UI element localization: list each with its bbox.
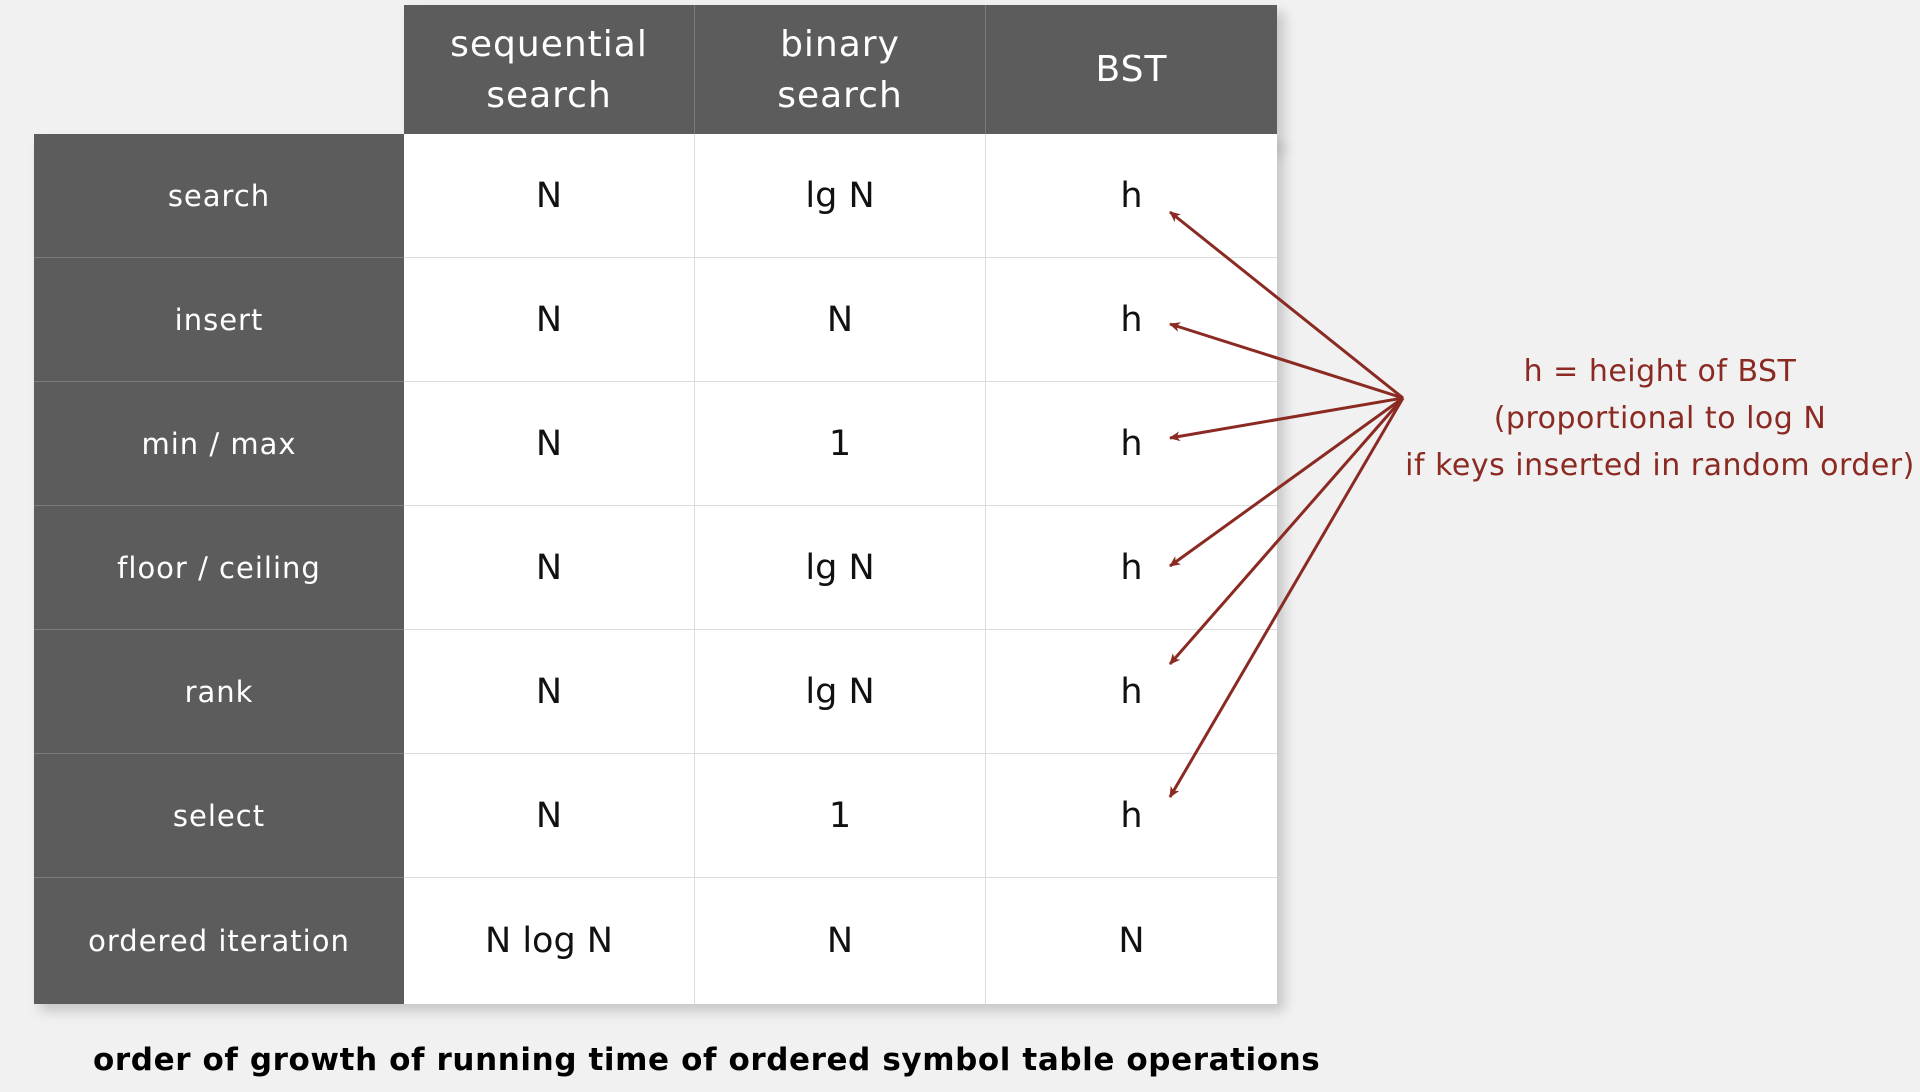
- table-cell: N: [695, 878, 986, 1004]
- table-cell: lg N: [695, 506, 986, 630]
- row-header-select: select: [34, 754, 404, 878]
- row-header-ordered-iteration: ordered iteration: [34, 878, 404, 1004]
- table-cell: N: [404, 506, 695, 630]
- table-cell: lg N: [695, 134, 986, 258]
- annotation-line3: if keys inserted in random order): [1405, 448, 1915, 483]
- row-header-insert: insert: [34, 258, 404, 382]
- arrow-to-floor-ceiling: [1169, 396, 1404, 568]
- row-header-search: search: [34, 134, 404, 258]
- column-header-binary-search: binary search: [695, 5, 986, 134]
- annotation-line1: h = height of BST: [1523, 354, 1797, 389]
- arrow-to-min-max: [1169, 396, 1404, 442]
- table-cell: lg N: [695, 630, 986, 754]
- column-header-bst: BST: [986, 5, 1277, 134]
- table-cell: 1: [695, 754, 986, 878]
- table-cell: 1: [695, 382, 986, 506]
- arrow-to-search: [1169, 210, 1404, 400]
- arrow-to-rank: [1168, 397, 1405, 665]
- arrow-to-insert: [1169, 322, 1404, 400]
- table-cell: h: [986, 134, 1277, 258]
- column-header-line2: search: [777, 74, 903, 116]
- table-cell: h: [986, 754, 1277, 878]
- arrow-to-select: [1168, 397, 1405, 798]
- column-header-sequential-search: sequential search: [404, 5, 695, 134]
- row-header-floor-ceiling: floor / ceiling: [34, 506, 404, 630]
- table-cell: N: [404, 630, 695, 754]
- column-header-line2: search: [486, 74, 612, 116]
- column-header-line1: sequential: [450, 23, 648, 65]
- table-cell: N: [986, 878, 1277, 1004]
- bst-height-annotation: h = height of BST (proportional to log N…: [1400, 348, 1920, 489]
- annotation-line2: (proportional to log N: [1493, 401, 1827, 436]
- table-cell: h: [986, 258, 1277, 382]
- row-header-rank: rank: [34, 630, 404, 754]
- column-header-line1: binary: [780, 23, 900, 65]
- table-cell: N: [695, 258, 986, 382]
- column-header-line1: BST: [1095, 49, 1168, 90]
- table-cell: N: [404, 258, 695, 382]
- table-cell: N: [404, 754, 695, 878]
- table-cell: N log N: [404, 878, 695, 1004]
- table-cell: h: [986, 506, 1277, 630]
- figure-caption: order of growth of running time of order…: [93, 1042, 1321, 1078]
- table-cell: N: [404, 134, 695, 258]
- table-cell: h: [986, 630, 1277, 754]
- table-cell: h: [986, 382, 1277, 506]
- table-cell: N: [404, 382, 695, 506]
- row-header-min-max: min / max: [34, 382, 404, 506]
